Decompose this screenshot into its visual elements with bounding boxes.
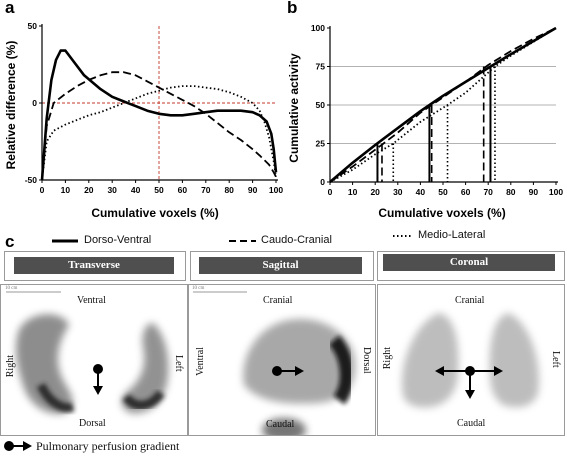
transverse-view: 10 cm Ventral Dorsal Right Left xyxy=(0,284,188,436)
chart-a-x-tick-label-9: 90 xyxy=(248,185,258,195)
gradient-legend-text: Pulmonary perfusion gradient xyxy=(36,439,180,453)
chart-a-ylabel: Relative difference (%) xyxy=(4,41,18,170)
sagittal-image xyxy=(193,291,356,435)
transverse-right-label: Left xyxy=(173,355,184,372)
coronal-bottom-label: Caudal xyxy=(457,418,486,429)
chart-b-x-tick-label-0: 0 xyxy=(328,187,333,197)
chart-b-x-tick-label-2: 20 xyxy=(370,187,380,197)
chart-b-y-tick-label-0: 0 xyxy=(320,177,325,187)
transverse-left-lung xyxy=(121,323,169,414)
legend-caudo-cranial: Caudo-Cranial xyxy=(261,234,332,246)
coronal-right-lung xyxy=(402,313,459,408)
chart-b-series-medio-lateral xyxy=(329,27,557,183)
panel-a-letter: a xyxy=(5,0,15,17)
coronal-left-label: Right xyxy=(382,347,393,370)
legend-dorso-ventral: Dorso-Ventral xyxy=(84,234,152,246)
chart-a-series-medio-lateral xyxy=(41,85,277,181)
chart-b-x-tick-label-8: 80 xyxy=(506,187,516,197)
coronal-left-lung xyxy=(489,313,539,408)
chart-b-x-tick-label-9: 90 xyxy=(529,187,539,197)
chart-b-y-tick-label-1: 25 xyxy=(316,139,326,149)
sagittal-header: Sagittal xyxy=(199,257,362,274)
chart-a-x-tick-label-10: 100 xyxy=(269,185,283,195)
chart-b-x-tick-label-5: 50 xyxy=(438,187,448,197)
chart-a-x-tick-label-5: 50 xyxy=(154,185,164,195)
chart-b-y-tick-label-2: 50 xyxy=(316,100,326,110)
coronal-view: Cranial Caudal Right Left xyxy=(377,284,565,436)
sagittal-lung xyxy=(243,319,356,404)
chart-a-x-tick-label-7: 70 xyxy=(201,185,211,195)
panel-c-letter: c xyxy=(5,232,15,251)
chart-a-x-tick-label-8: 80 xyxy=(224,185,234,195)
chart-a-x-tick-label-2: 20 xyxy=(84,185,94,195)
chart-a-x-tick-label-1: 10 xyxy=(61,185,71,195)
chart-b-y-tick-label-3: 75 xyxy=(316,62,326,72)
transverse-image xyxy=(6,291,169,414)
transverse-scale-label: 10 cm xyxy=(5,286,18,291)
chart-a-y-tick-label-2: 50 xyxy=(28,21,38,31)
chart-a-x-tick-label-3: 30 xyxy=(107,185,117,195)
gradient-legend-symbol xyxy=(4,441,32,451)
chart-a-y-tick-label-0: -50 xyxy=(25,175,38,185)
sagittal-top-label: Cranial xyxy=(263,295,293,306)
coronal-right-label: Left xyxy=(550,351,561,368)
chart-b-x-tick-label-10: 100 xyxy=(549,187,563,197)
panel-b-letter: b xyxy=(287,0,298,17)
transverse-top-label: Ventral xyxy=(77,295,106,306)
sagittal-scale-label: 10 cm xyxy=(192,286,205,291)
chart-b-x-tick-label-7: 70 xyxy=(483,187,493,197)
chart-a-series-dorso-ventral xyxy=(40,49,278,181)
chart-b-x-tick-label-3: 30 xyxy=(393,187,403,197)
chart-b-x-tick-label-6: 60 xyxy=(461,187,471,197)
chart-a-x-tick-label-6: 60 xyxy=(178,185,188,195)
chart-a-x-tick-label-4: 40 xyxy=(131,185,141,195)
chart-b-xlabel: Cumulative voxels (%) xyxy=(378,206,505,220)
transverse-right-lung xyxy=(16,314,73,414)
chart-a-x-tick-label-0: 0 xyxy=(40,185,45,195)
coronal-header: Coronal xyxy=(383,254,555,271)
sagittal-bottom-label: Caudal xyxy=(266,419,295,430)
chart-b: 0 10 20 30 40 50 60 70 80 90 100 0 25 50 75 100 Cumulat… xyxy=(287,23,563,220)
chart-b-ylabel: Cumulative activity xyxy=(287,53,301,163)
chart-a-series-caudo-cranial xyxy=(41,71,277,181)
line-style-legend xyxy=(52,235,413,243)
coronal-top-label: Cranial xyxy=(455,295,485,306)
coronal-image xyxy=(402,313,539,408)
legend-medio-lateral: Medio-Lateral xyxy=(418,229,486,241)
sagittal-view: 10 cm Cranial Caudal Ventral Dorsal xyxy=(188,284,376,436)
transverse-header: Transverse xyxy=(14,257,174,274)
chart-b-x-tick-label-1: 10 xyxy=(348,187,358,197)
chart-a-xlabel: Cumulative voxels (%) xyxy=(91,206,218,220)
transverse-bottom-label: Dorsal xyxy=(79,418,106,429)
chart-a-y-tick-label-1: 0 xyxy=(32,98,37,108)
sagittal-right-label: Dorsal xyxy=(361,347,372,374)
chart-b-series-dorso-ventral xyxy=(329,26,557,183)
transverse-left-label: Right xyxy=(5,355,16,378)
chart-b-y-tick-label-4: 100 xyxy=(311,23,325,33)
chart-b-series-caudo-cranial xyxy=(329,27,557,183)
sagittal-left-label: Ventral xyxy=(195,347,206,376)
chart-b-x-tick-label-4: 40 xyxy=(416,187,426,197)
